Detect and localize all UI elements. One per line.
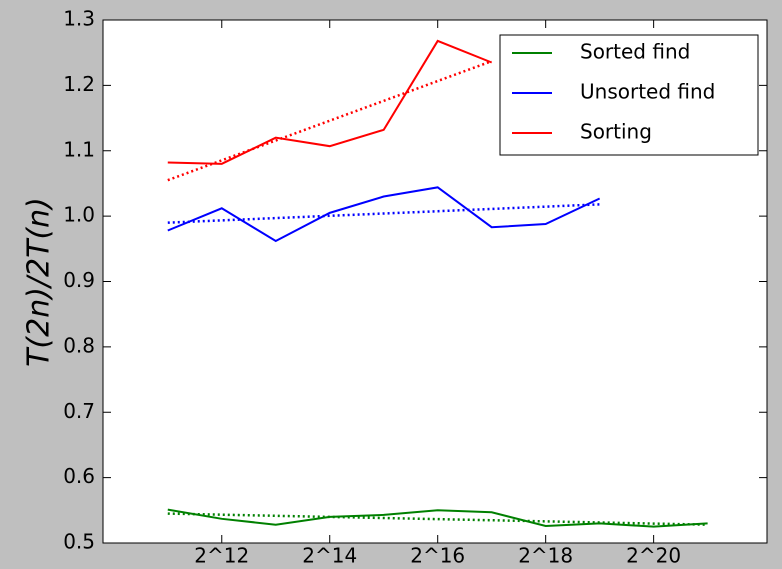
- legend-label: Unsorted find: [580, 80, 715, 104]
- legend-label: Sorting: [580, 120, 652, 144]
- legend-box: [499, 34, 759, 156]
- legend-label: Sorted find: [580, 40, 690, 64]
- y-axis-label: T(2n)/2T(n): [22, 197, 57, 367]
- y-tick-label: 1.2: [63, 72, 95, 96]
- series-line: [167, 186, 601, 243]
- y-tick-label: 0.5: [63, 530, 95, 554]
- x-tick-label: 2^20: [626, 544, 681, 568]
- x-tick-label: 2^18: [518, 544, 573, 568]
- x-tick-label: 2^12: [194, 544, 249, 568]
- x-tick-label: 2^14: [302, 544, 357, 568]
- y-tick-label: 0.9: [63, 268, 95, 292]
- y-tick-label: 1.1: [63, 137, 95, 161]
- trend-line: [167, 203, 600, 224]
- y-tick-label: 1.3: [63, 7, 95, 31]
- y-tick-label: 1.0: [63, 203, 95, 227]
- x-tick-label: 2^16: [410, 544, 465, 568]
- y-tick-label: 0.6: [63, 464, 95, 488]
- y-tick-label: 0.7: [63, 399, 95, 423]
- plot-border: [102, 19, 768, 544]
- series-line: [167, 39, 493, 165]
- series-line: [167, 508, 708, 528]
- y-tick-label: 0.8: [63, 333, 95, 357]
